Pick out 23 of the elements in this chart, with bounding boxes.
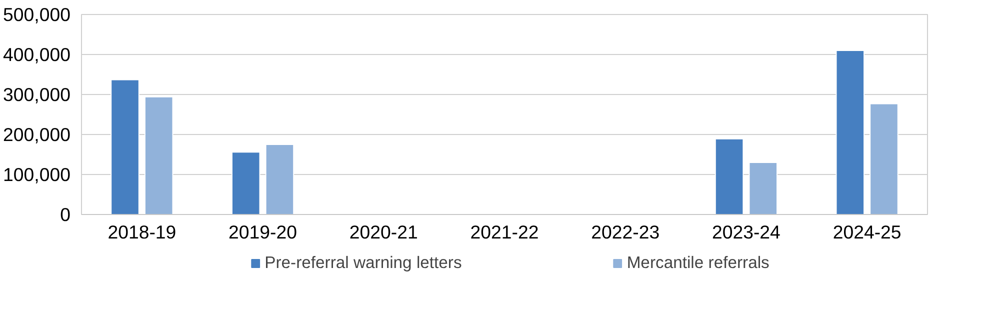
x-tick-label: 2020-21 [349, 222, 418, 242]
y-tick-label: 0 [60, 204, 71, 225]
y-tick-label: 200,000 [3, 124, 71, 145]
y-tick-label: 100,000 [3, 164, 71, 185]
bar [870, 103, 898, 214]
x-tick-label: 2019-20 [228, 222, 298, 242]
bar [748, 162, 778, 214]
legend-label: Pre-referral warning letters [264, 253, 462, 273]
x-tick-label: 2018-19 [108, 222, 176, 242]
y-tick-label: 500,000 [3, 4, 71, 25]
bar [231, 152, 260, 214]
y-tick-label: 300,000 [3, 84, 71, 105]
x-tick-label: 2021-22 [470, 222, 539, 242]
y-tick-label: 400,000 [3, 44, 71, 65]
x-tick-label: 2022-23 [591, 222, 660, 242]
bar [836, 50, 865, 214]
x-tick-label: 2024-25 [832, 222, 902, 242]
x-tick-label: 2023-24 [712, 222, 780, 242]
bar [144, 96, 174, 214]
legend-label: Mercantile referrals [626, 253, 770, 273]
bar [265, 144, 294, 214]
bar [110, 79, 140, 214]
bar [714, 138, 744, 214]
